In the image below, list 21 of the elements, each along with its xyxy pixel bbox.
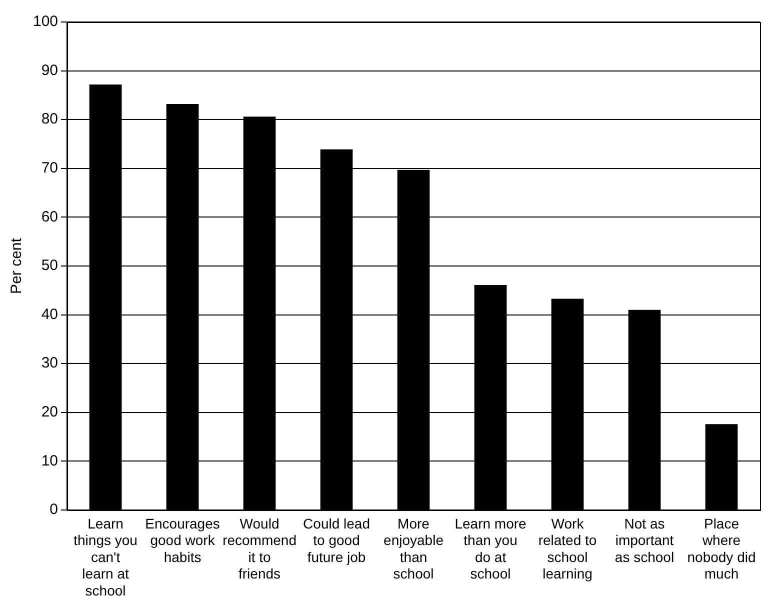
x-tick-label: Place where nobody did much: [687, 515, 756, 582]
y-tick-label: 30: [41, 354, 58, 372]
x-tick-label: Could lead to good future job: [303, 515, 370, 565]
y-tick-label: 70: [41, 160, 58, 177]
y-tick-label: 10: [41, 452, 58, 470]
y-tick-label: 40: [41, 306, 58, 323]
x-tick-label: Would recommend it to friends: [222, 515, 296, 582]
y-tick-label: 100: [32, 13, 58, 30]
y-tick-label: 50: [41, 257, 58, 274]
x-tick-label: Not as important as school: [614, 515, 674, 565]
x-tick-label: Encourages good work habits: [145, 515, 220, 565]
y-tick-label: 20: [41, 404, 58, 421]
y-tick-label: 0: [50, 501, 58, 518]
x-tick-label: Learn more than you do at school: [454, 515, 527, 582]
x-tick-label: Learn things you can't learn at school: [74, 515, 138, 598]
x-tick-label: Work related to school learning: [538, 515, 597, 582]
x-tick-label: More enjoyable than school: [384, 515, 444, 582]
y-tick-label: 60: [41, 208, 58, 226]
y-tick-label: 80: [41, 110, 58, 128]
y-tick-label: 90: [41, 62, 58, 79]
y-axis-title: Per cent: [8, 237, 26, 294]
